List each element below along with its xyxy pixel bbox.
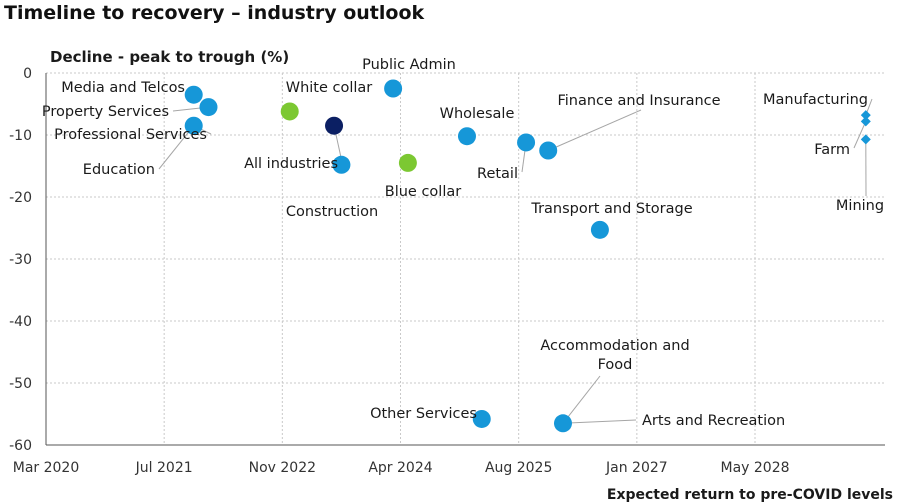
data-point	[384, 79, 403, 98]
point-label: Wholesale	[440, 106, 515, 122]
point-label: Manufacturing	[763, 92, 868, 108]
leader-line	[548, 109, 642, 151]
point-label: Media and Telcos	[61, 80, 185, 96]
data-point	[325, 116, 344, 135]
x-tick-label: Jan 2027	[605, 460, 668, 476]
x-tick-label: Mar 2020	[13, 460, 80, 476]
leader-line	[853, 121, 867, 149]
gridlines	[46, 72, 885, 445]
point-label: Finance and Insurance	[557, 93, 720, 109]
leader-line	[562, 419, 637, 424]
x-tick-label: Nov 2022	[249, 460, 316, 476]
axes: 0 -10 -20 -30 -40 -50 -60 Mar 2020 Jul 2021 Nov 2…	[9, 66, 885, 476]
data-point	[590, 220, 609, 239]
chart-title: Timeline to recovery – industry outlook	[4, 2, 425, 24]
point-label: Mining	[836, 198, 884, 214]
y-tick-label: 0	[23, 66, 32, 82]
data-points	[184, 79, 871, 433]
point-label: Construction	[286, 204, 378, 220]
point-labels: Media and Telcos Property Services Profess…	[42, 57, 884, 429]
leader-lines	[158, 86, 873, 424]
x-tick-label: Apr 2024	[368, 460, 432, 476]
point-label: White collar	[286, 80, 373, 96]
y-tick-label: -10	[9, 128, 32, 144]
x-tick-label: Jul 2021	[135, 460, 193, 476]
y-tick-label: -50	[9, 376, 32, 392]
data-point	[398, 153, 417, 172]
point-label: Other Services	[370, 406, 477, 422]
point-label: All industries	[244, 156, 338, 172]
data-point	[553, 414, 572, 433]
y-tick-label: -30	[9, 252, 32, 268]
data-point	[184, 85, 203, 104]
point-label: Public Admin	[362, 57, 456, 73]
point-label: Blue collar	[385, 184, 461, 200]
leader-line	[158, 125, 195, 170]
data-point-diamond	[860, 110, 871, 121]
y-tick-label: -60	[9, 438, 32, 454]
data-point	[199, 98, 218, 117]
y-tick-label: -20	[9, 190, 32, 206]
point-label: Professional Services	[54, 127, 207, 143]
point-label: Education	[83, 162, 155, 178]
data-point	[539, 141, 558, 160]
leader-line	[562, 375, 601, 424]
point-label: Arts and Recreation	[642, 413, 785, 429]
x-tick-label: May 2028	[720, 460, 789, 476]
data-point	[457, 127, 476, 146]
data-point-diamond	[860, 116, 871, 127]
x-axis-title: Expected return to pre-COVID levels	[607, 487, 893, 503]
point-label: Retail	[477, 166, 518, 182]
data-point	[184, 116, 203, 135]
y-axis-title: Decline - peak to trough (%)	[50, 48, 289, 66]
point-label: Accommodation and Food	[540, 338, 689, 373]
point-label: Property Services	[42, 104, 169, 120]
data-point	[472, 409, 491, 428]
point-label: Farm	[814, 142, 850, 158]
y-tick-label: -40	[9, 314, 32, 330]
data-point	[280, 102, 299, 121]
point-label: Transport and Storage	[530, 201, 692, 217]
data-point	[332, 155, 351, 174]
data-point-diamond	[860, 134, 871, 145]
data-point	[517, 133, 536, 152]
x-tick-label: Aug 2025	[485, 460, 552, 476]
